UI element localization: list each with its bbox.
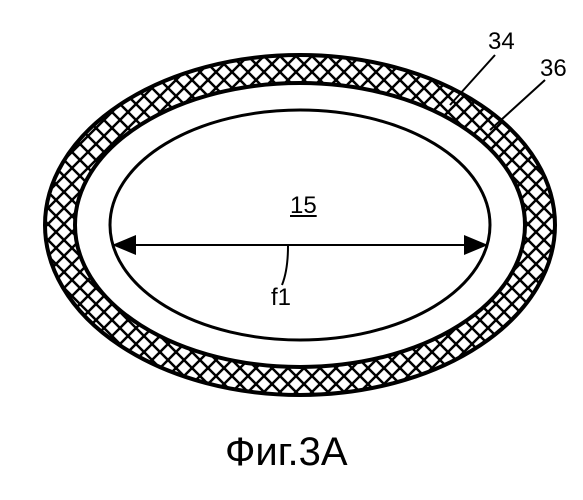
dimension-label-f1: f1 xyxy=(271,284,291,312)
ref-label-34: 34 xyxy=(488,28,515,56)
diagram-svg xyxy=(0,0,583,500)
figure-diagram: 34 36 15 f1 Фиг.3А xyxy=(0,0,583,500)
figure-caption: Фиг.3А xyxy=(225,430,348,475)
ref-label-36: 36 xyxy=(540,55,567,83)
middle-ellipse xyxy=(75,83,525,367)
center-label-15: 15 xyxy=(290,192,317,220)
